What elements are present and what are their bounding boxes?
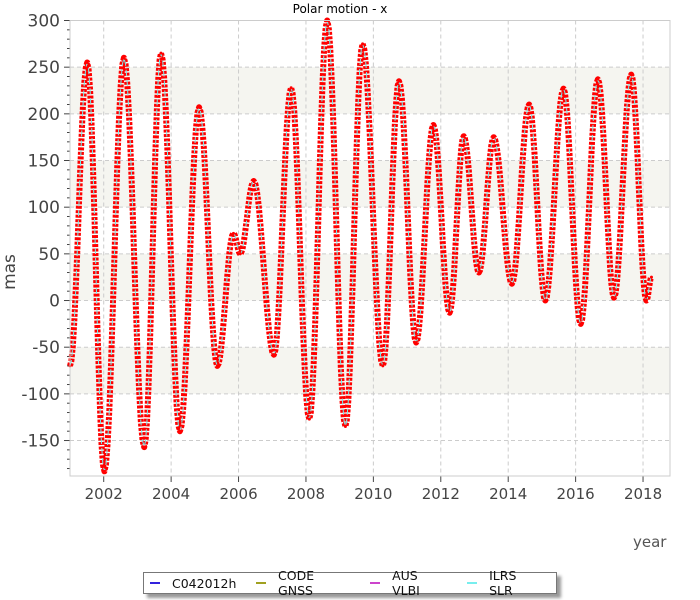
legend: C042012h CODE GNSS AUS VLBI ILRS SLR [143, 568, 557, 598]
y-tick-label: -100 [21, 385, 60, 405]
data-point [142, 445, 146, 449]
data-point [238, 252, 242, 256]
x-tick-label: 2002 [85, 485, 123, 503]
data-point [289, 86, 293, 90]
data-point [448, 311, 452, 315]
data-point [596, 77, 600, 81]
legend-item-code-gnss[interactable]: CODE GNSS [256, 568, 350, 598]
x-tick-label: 2006 [219, 485, 257, 503]
data-point [579, 322, 583, 326]
legend-label: CODE GNSS [278, 568, 315, 598]
legend-item-ilrs-slr[interactable]: ILRS SLR [467, 568, 542, 598]
y-tick-label: 250 [28, 58, 60, 78]
legend-swatch [150, 582, 160, 584]
legend-swatch [467, 582, 478, 584]
data-point [510, 282, 514, 286]
data-point [272, 353, 276, 357]
data-point [343, 425, 347, 429]
legend-swatch [256, 582, 267, 584]
data-point [178, 429, 182, 433]
data-point [252, 179, 256, 183]
data-point [649, 275, 653, 279]
y-tick-label: -50 [32, 338, 60, 358]
data-point [307, 417, 311, 421]
grid-band [70, 347, 670, 394]
y-tick-label: 200 [28, 105, 60, 125]
data-point [122, 56, 126, 60]
legend-item-aus-vlbi[interactable]: AUS VLBI [370, 568, 447, 598]
x-tick-label: 2012 [422, 485, 460, 503]
data-point [102, 469, 106, 473]
series-line-ilrs-slr [69, 20, 652, 472]
x-axis-label: year [633, 533, 667, 551]
data-point [477, 271, 481, 275]
data-point [85, 61, 89, 65]
y-tick-label: 50 [38, 245, 60, 265]
data-point [543, 299, 547, 303]
data-point [644, 299, 648, 303]
x-tick-label: 2018 [624, 485, 662, 503]
legend-label: AUS VLBI [392, 568, 420, 598]
data-point [561, 87, 565, 91]
data-point [215, 364, 219, 368]
data-point [361, 42, 365, 46]
y-tick-label: 300 [28, 12, 60, 32]
legend-label: C042012h [172, 575, 237, 591]
legend-label: ILRS SLR [489, 568, 517, 598]
legend-swatch [370, 582, 381, 584]
data-point [397, 79, 401, 83]
x-tick-label: 2008 [287, 485, 325, 503]
data-point [612, 296, 616, 300]
data-point [629, 73, 633, 77]
y-tick-label: 150 [28, 152, 60, 172]
x-tick-label: 2010 [354, 485, 392, 503]
chart-title: Polar motion - x [292, 2, 388, 16]
data-point [381, 364, 385, 368]
data-point [231, 231, 235, 235]
y-tick-label: 100 [28, 198, 60, 218]
data-point [492, 135, 496, 139]
legend-item-c042012h[interactable]: C042012h [150, 576, 236, 591]
data-point [159, 51, 163, 55]
y-tick-label: 0 [49, 292, 60, 312]
data-point [527, 103, 531, 107]
data-point [197, 105, 201, 109]
x-tick-label: 2014 [489, 485, 527, 503]
x-tick-label: 2004 [152, 485, 190, 503]
data-point [462, 134, 466, 138]
y-tick-label: -150 [21, 432, 60, 452]
x-tick-label: 2016 [557, 485, 595, 503]
y-axis-label: mas [0, 254, 20, 290]
data-point [414, 341, 418, 345]
data-point [431, 123, 435, 127]
grid-band [70, 253, 670, 301]
